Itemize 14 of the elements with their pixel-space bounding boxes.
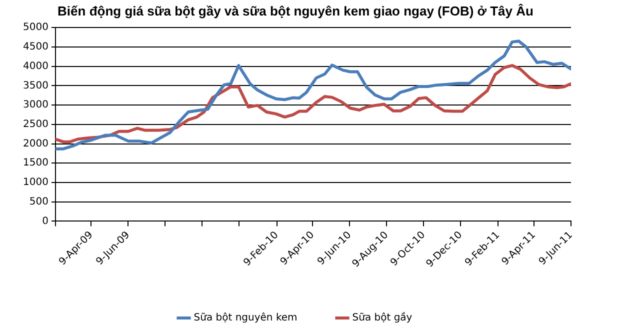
y-tick-label: 2500 <box>22 119 48 130</box>
y-tick-label: 2000 <box>22 138 48 150</box>
y-tick-label: 4000 <box>22 60 48 72</box>
y-tick-label: 0 <box>42 216 48 227</box>
y-tick-label: 4500 <box>22 42 48 53</box>
legend-label: Sữa bột gầy <box>352 312 412 324</box>
y-tick-label: 3500 <box>22 80 48 92</box>
legend-label: Sữa bột nguyên kem <box>194 312 298 324</box>
y-tick-label: 1000 <box>22 177 48 188</box>
chart-title: Biến động giá sữa bột gầy và sữa bột nguyên kem giao ngay (FOB) ở Tây Âu <box>58 3 534 18</box>
y-tick-label: 500 <box>29 196 48 208</box>
y-tick-label: 3000 <box>22 100 48 111</box>
y-tick-label: 5000 <box>22 22 48 34</box>
y-tick-label: 1500 <box>22 158 48 169</box>
